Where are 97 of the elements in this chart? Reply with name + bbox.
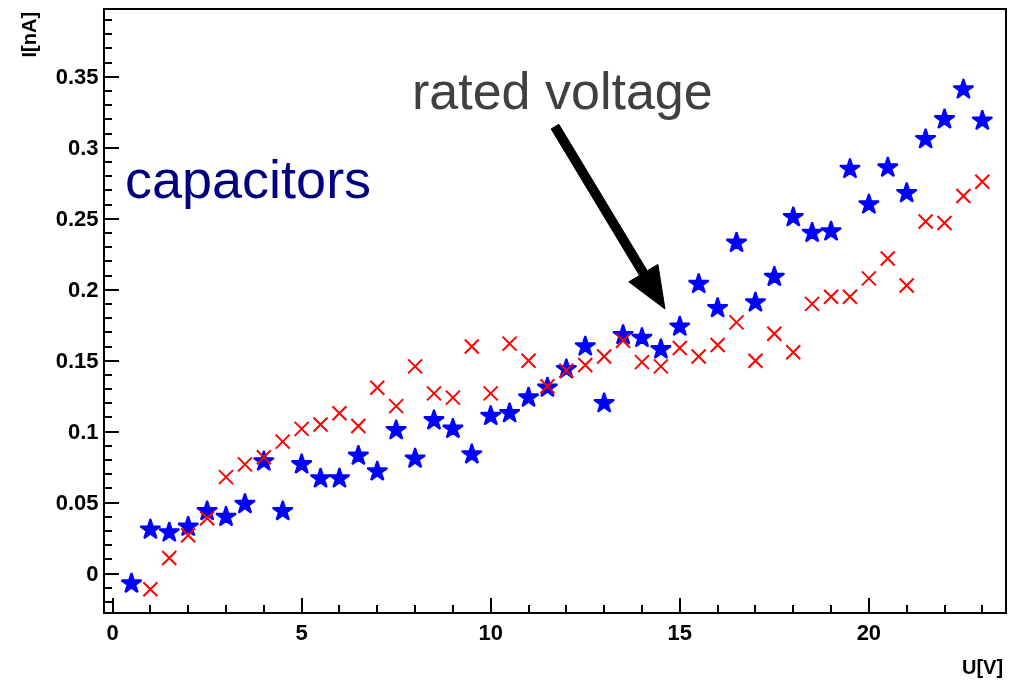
point <box>630 326 653 348</box>
point <box>633 354 650 371</box>
point <box>593 391 616 413</box>
point <box>785 344 802 361</box>
point <box>274 433 291 450</box>
point <box>728 314 745 331</box>
x-axis-title: U[V] <box>962 656 1004 678</box>
point <box>180 527 197 544</box>
point <box>139 518 162 540</box>
point <box>479 404 502 426</box>
point <box>841 288 858 305</box>
point <box>857 193 880 214</box>
point <box>936 214 953 231</box>
point <box>366 459 389 481</box>
point <box>690 348 707 365</box>
point <box>974 173 991 190</box>
point <box>823 288 840 305</box>
point <box>404 447 427 469</box>
point <box>328 467 351 489</box>
point <box>898 277 915 294</box>
point <box>520 352 537 369</box>
x-tick-label: 20 <box>856 620 882 646</box>
point <box>879 250 896 267</box>
x-tick-label: 10 <box>478 620 503 646</box>
y-tick-label: 0.05 <box>55 490 99 516</box>
y-tick-label: 0.35 <box>55 64 99 90</box>
point <box>293 420 310 437</box>
point <box>933 107 956 129</box>
point <box>649 337 672 359</box>
point <box>668 315 691 337</box>
point <box>271 499 294 521</box>
point <box>369 379 386 396</box>
point <box>347 444 370 466</box>
point <box>876 156 899 178</box>
point <box>233 492 256 514</box>
point <box>838 157 861 179</box>
point <box>914 127 937 149</box>
point <box>463 338 480 355</box>
point <box>161 550 178 567</box>
point <box>498 401 521 423</box>
x-tick-label: 0 <box>106 620 119 646</box>
point <box>709 337 726 354</box>
x-tick-label: 15 <box>667 620 693 646</box>
point <box>388 398 405 415</box>
point <box>460 442 483 464</box>
point <box>290 452 313 474</box>
point <box>158 520 181 542</box>
point <box>425 385 442 402</box>
annotation: rated voltage <box>412 62 713 120</box>
y-tick-label: 0.15 <box>55 348 99 374</box>
point <box>671 339 688 356</box>
point <box>218 469 235 486</box>
point <box>895 181 918 203</box>
point <box>350 418 367 434</box>
point <box>596 348 613 365</box>
point <box>801 221 824 243</box>
x-tick-label: 5 <box>295 620 308 646</box>
point <box>744 290 767 312</box>
y-tick-label: 0.2 <box>68 277 99 303</box>
point <box>236 456 253 473</box>
y-axis-title: I[nA] <box>17 11 40 58</box>
point <box>441 417 464 439</box>
y-tick-label: 0.1 <box>68 419 99 445</box>
point <box>763 265 786 287</box>
point <box>860 270 877 287</box>
point <box>766 325 783 342</box>
y-tick-label: 0 <box>86 561 99 587</box>
point <box>952 78 975 99</box>
y-tick-label: 0.25 <box>55 206 99 232</box>
point <box>706 296 729 318</box>
point <box>820 219 843 241</box>
point <box>574 335 597 356</box>
point <box>501 335 518 352</box>
point <box>517 386 540 408</box>
point <box>652 358 669 375</box>
point <box>215 505 237 527</box>
point <box>971 109 994 131</box>
point <box>687 272 710 294</box>
point <box>385 418 408 440</box>
point <box>782 205 805 227</box>
y-tick-label: 0.3 <box>68 135 99 161</box>
point <box>331 405 348 422</box>
point <box>747 352 764 369</box>
point <box>142 581 159 598</box>
point <box>577 356 594 373</box>
point <box>407 358 424 375</box>
point <box>804 295 821 312</box>
point <box>917 213 934 230</box>
annotation: capacitors <box>125 149 372 209</box>
point <box>725 231 748 253</box>
point <box>423 408 445 430</box>
point <box>444 389 461 406</box>
point <box>120 572 143 594</box>
point <box>482 385 499 402</box>
point <box>955 188 972 204</box>
point <box>312 416 329 433</box>
point <box>309 467 332 489</box>
